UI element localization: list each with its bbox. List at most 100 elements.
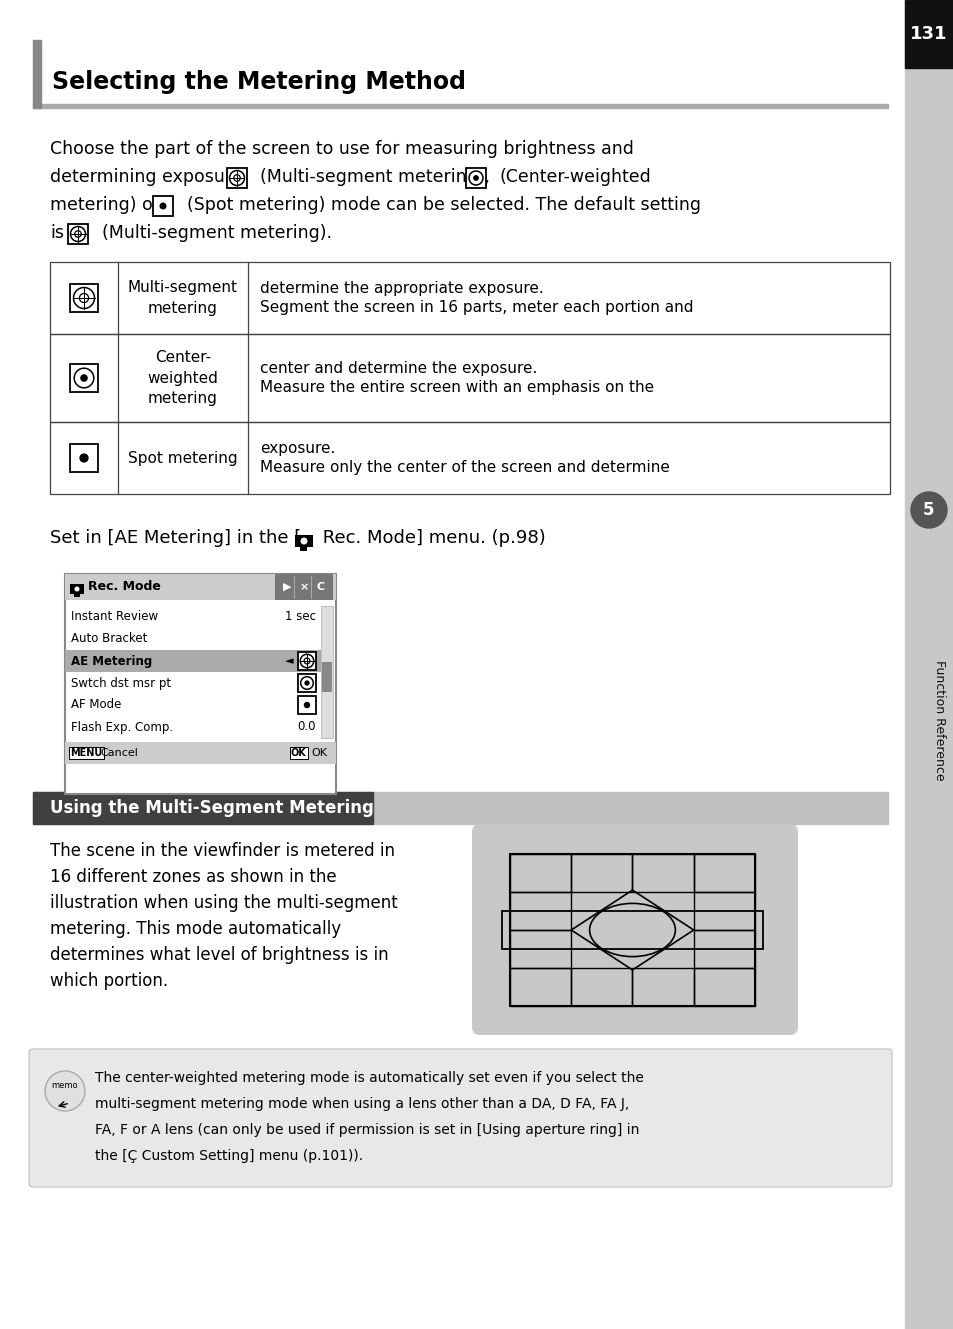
Bar [297, 653, 315, 670]
Circle shape [45, 1071, 85, 1111]
Bar [50, 423, 889, 494]
Text: is: is [50, 225, 64, 242]
Bar [33, 792, 373, 824]
Text: Center-
weighted
metering: Center- weighted metering [148, 350, 218, 407]
Bar [571, 968, 632, 1006]
Bar [70, 583, 84, 594]
Bar [510, 968, 571, 1006]
Text: exposure.: exposure. [260, 441, 335, 456]
Bar [320, 606, 333, 738]
Text: OK: OK [291, 748, 307, 758]
Text: AF Mode: AF Mode [71, 699, 121, 711]
Text: which portion.: which portion. [50, 971, 168, 990]
Bar [65, 742, 335, 764]
Text: center and determine the exposure.: center and determine the exposure. [260, 361, 537, 376]
Bar [465, 167, 485, 187]
Text: determine the appropriate exposure.: determine the appropriate exposure. [260, 280, 543, 296]
Text: Multi-segment
metering: Multi-segment metering [128, 280, 237, 316]
Bar [33, 792, 887, 824]
Bar [294, 536, 313, 548]
Text: determining exposure.: determining exposure. [50, 167, 248, 186]
Text: 16 different zones as shown in the: 16 different zones as shown in the [50, 868, 336, 886]
Text: OK: OK [311, 748, 327, 758]
Text: Using the Multi-Segment Metering: Using the Multi-Segment Metering [50, 799, 374, 817]
Bar [322, 662, 332, 692]
Text: 0.0: 0.0 [297, 720, 315, 734]
Bar [297, 696, 315, 714]
Ellipse shape [474, 175, 477, 181]
Bar [510, 930, 571, 968]
Text: Set in [AE Metering] in the [: Set in [AE Metering] in the [ [50, 529, 301, 548]
Circle shape [80, 455, 88, 462]
Text: (Multi-segment metering).: (Multi-segment metering). [102, 225, 332, 242]
Circle shape [300, 537, 307, 545]
Text: The scene in the viewfinder is metered in: The scene in the viewfinder is metered i… [50, 843, 395, 860]
Circle shape [910, 492, 946, 528]
Bar [65, 574, 335, 793]
Text: Cancel: Cancel [100, 748, 138, 758]
Text: (Spot metering) mode can be selected. The default setting: (Spot metering) mode can be selected. Th… [187, 195, 700, 214]
Text: (Multi-segment metering),: (Multi-segment metering), [260, 167, 490, 186]
Bar [510, 855, 754, 1006]
Text: determines what level of brightness is in: determines what level of brightness is i… [50, 946, 388, 964]
Text: 131: 131 [909, 25, 946, 43]
Text: Segment the screen in 16 parts, meter each portion and: Segment the screen in 16 parts, meter ea… [260, 300, 693, 315]
Text: Instant Review: Instant Review [71, 610, 158, 623]
Bar [632, 855, 693, 892]
Bar [70, 364, 98, 392]
Text: AE Metering: AE Metering [71, 654, 152, 667]
Bar [74, 593, 80, 597]
Bar [693, 892, 754, 930]
Bar [50, 262, 889, 334]
Ellipse shape [81, 375, 87, 381]
Bar [65, 650, 320, 672]
Bar [33, 40, 41, 108]
Text: memo: memo [51, 1082, 78, 1091]
Text: ▶: ▶ [283, 582, 292, 591]
Circle shape [160, 203, 166, 209]
Text: 5: 5 [923, 501, 934, 520]
Text: Measure the entire screen with an emphasis on the: Measure the entire screen with an emphas… [260, 380, 654, 395]
Bar [33, 104, 887, 108]
Bar [299, 546, 307, 552]
Text: metering) or: metering) or [50, 195, 160, 214]
Text: metering. This mode automatically: metering. This mode automatically [50, 920, 341, 938]
Text: C: C [316, 582, 325, 591]
Bar [904, 0, 953, 68]
Text: ◄: ◄ [285, 657, 294, 666]
Bar [693, 855, 754, 892]
Circle shape [304, 703, 309, 707]
Text: Rec. Mode: Rec. Mode [88, 581, 161, 594]
Bar [50, 334, 889, 423]
Bar [274, 574, 333, 599]
Ellipse shape [305, 680, 309, 684]
Bar [152, 195, 172, 217]
Text: Rec. Mode] menu. (p.98): Rec. Mode] menu. (p.98) [316, 529, 545, 548]
Text: Swtch dst msr pt: Swtch dst msr pt [71, 676, 171, 690]
Text: Measure only the center of the screen and determine: Measure only the center of the screen an… [260, 460, 669, 474]
Text: multi-segment metering mode when using a lens other than a DA, D FA, FA J,: multi-segment metering mode when using a… [95, 1096, 629, 1111]
Text: Function Reference: Function Reference [933, 659, 945, 780]
FancyBboxPatch shape [29, 1049, 891, 1187]
Bar [904, 0, 953, 1329]
Bar [510, 892, 571, 930]
Bar [510, 855, 571, 892]
FancyBboxPatch shape [472, 824, 797, 1035]
Text: illustration when using the multi-segment: illustration when using the multi-segmen… [50, 894, 397, 912]
Text: (Center-weighted: (Center-weighted [499, 167, 651, 186]
Bar [65, 574, 335, 599]
Bar [70, 284, 98, 312]
Text: MENU: MENU [70, 748, 102, 758]
Text: Selecting the Metering Method: Selecting the Metering Method [52, 70, 465, 94]
Circle shape [74, 586, 79, 591]
Bar [501, 910, 762, 949]
Bar [693, 968, 754, 1006]
Text: Flash Exp. Comp.: Flash Exp. Comp. [71, 720, 172, 734]
Bar [297, 674, 315, 692]
Bar [632, 968, 693, 1006]
Text: Spot metering: Spot metering [128, 451, 237, 465]
Text: the [Ç Custom Setting] menu (p.101)).: the [Ç Custom Setting] menu (p.101)). [95, 1150, 363, 1163]
Text: 1 sec: 1 sec [285, 610, 315, 623]
Bar [70, 444, 98, 472]
Text: FA, F or A lens (can only be used if permission is set in [Using aperture ring] : FA, F or A lens (can only be used if per… [95, 1123, 639, 1138]
